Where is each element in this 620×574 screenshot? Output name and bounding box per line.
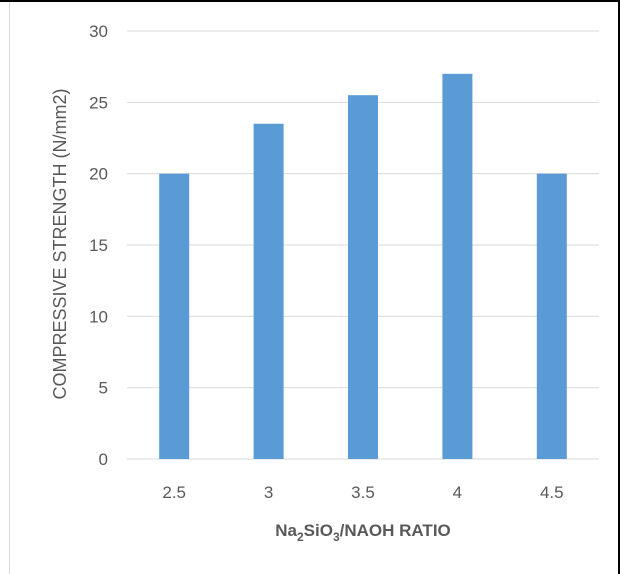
y-axis-ticks: 0 5 10 15 20 25 30 bbox=[89, 22, 108, 469]
bar-3 bbox=[253, 123, 284, 459]
x-axis-label: Na2SiO3/NAOH RATIO bbox=[275, 521, 451, 544]
bar-4 bbox=[442, 73, 473, 460]
bar-2.5 bbox=[159, 173, 190, 459]
x-axis-label-sub2: 3 bbox=[333, 530, 340, 544]
y-tick-label: 15 bbox=[89, 236, 108, 255]
y-tick-label: 5 bbox=[99, 379, 108, 398]
y-axis-label: COMPRESSIVE STRENGTH (N/mm2) bbox=[50, 88, 70, 399]
bars bbox=[159, 73, 567, 460]
x-axis-ticks: 2.5 3 3.5 4 4.5 bbox=[162, 483, 563, 502]
y-tick-label: 0 bbox=[99, 450, 108, 469]
y-tick-label: 20 bbox=[89, 165, 108, 184]
frame-right-border bbox=[618, 2, 620, 574]
y-tick-label: 25 bbox=[89, 93, 108, 112]
frame-top-border bbox=[0, 0, 620, 2]
x-axis-label-sub1: 2 bbox=[297, 530, 304, 544]
x-tick-label: 2.5 bbox=[162, 483, 186, 502]
x-axis-label-part2: SiO bbox=[304, 521, 333, 540]
x-tick-label: 3.5 bbox=[351, 483, 375, 502]
y-tick-label: 10 bbox=[89, 307, 108, 326]
x-axis-label-part1: Na bbox=[275, 521, 297, 540]
x-axis-label-part3: /NAOH RATIO bbox=[340, 521, 451, 540]
x-tick-label: 3 bbox=[264, 483, 273, 502]
x-tick-label: 4 bbox=[453, 483, 462, 502]
bar-4.5 bbox=[536, 173, 567, 459]
y-tick-label: 30 bbox=[89, 22, 108, 41]
x-tick-label: 4.5 bbox=[540, 483, 564, 502]
frame-left-border bbox=[9, 2, 10, 574]
bar-3.5 bbox=[348, 95, 378, 459]
